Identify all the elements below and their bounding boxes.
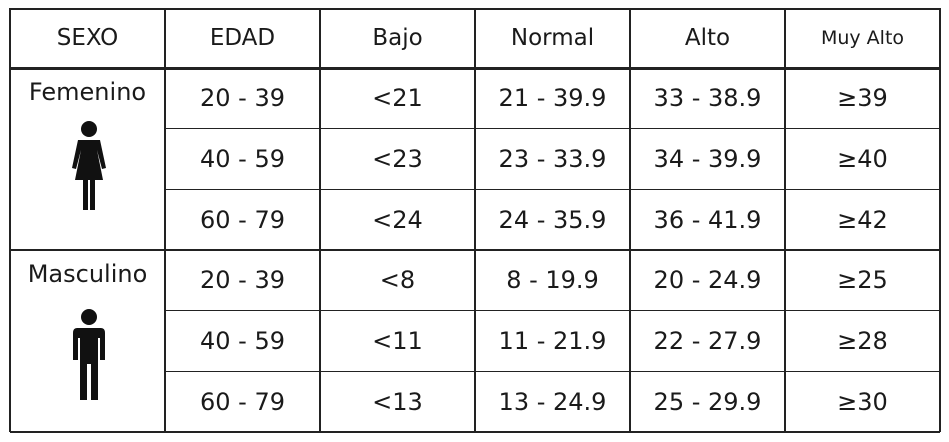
sexo-label: Femenino xyxy=(28,78,147,106)
grid-line xyxy=(10,431,940,434)
table-cell: 60 - 79 xyxy=(200,387,285,416)
table-cell: 21 - 39.9 xyxy=(498,84,607,113)
table-cell: <8 xyxy=(379,266,416,295)
header-cell: SEXO xyxy=(56,25,119,51)
table-cell: <23 xyxy=(372,145,423,174)
table-cell: 34 - 39.9 xyxy=(653,145,762,174)
table-cell: <13 xyxy=(372,387,423,416)
table-cell: 40 - 59 xyxy=(200,327,285,356)
table-cell: ≥39 xyxy=(837,84,888,113)
grid-line xyxy=(319,8,321,433)
grid-line xyxy=(164,8,166,433)
table-cell: ≥42 xyxy=(837,205,888,234)
table-cell: ≥30 xyxy=(837,387,888,416)
grid-line xyxy=(165,128,940,130)
header-cell: Bajo xyxy=(372,25,423,51)
grid-line xyxy=(784,8,786,433)
table-cell: 33 - 38.9 xyxy=(653,84,762,113)
male-icon xyxy=(73,309,105,400)
table-cell: <21 xyxy=(372,84,423,113)
table-cell: 40 - 59 xyxy=(200,145,285,174)
table-cell: <11 xyxy=(372,327,423,356)
table-cell: 25 - 29.9 xyxy=(653,387,762,416)
table-cell: 8 - 19.9 xyxy=(506,266,599,295)
grid-line xyxy=(629,8,631,433)
table-cell: 13 - 24.9 xyxy=(498,387,607,416)
table-cell: 36 - 41.9 xyxy=(653,205,762,234)
table-cell: ≥25 xyxy=(837,266,888,295)
table-cell: 23 - 33.9 xyxy=(498,145,607,174)
grid-line xyxy=(165,310,940,312)
grid-line xyxy=(165,371,940,372)
table-cell: 11 - 21.9 xyxy=(498,327,607,356)
grid-line xyxy=(474,8,476,433)
female-icon xyxy=(72,121,106,210)
header-cell: EDAD xyxy=(209,25,276,51)
table-cell: ≥28 xyxy=(837,327,888,356)
table-cell: <24 xyxy=(372,205,423,234)
table-cell: 60 - 79 xyxy=(200,205,285,234)
table-cell: 20 - 24.9 xyxy=(653,266,762,295)
header-cell: Alto xyxy=(684,25,731,51)
header-cell: Muy Alto xyxy=(820,27,905,49)
grid-line xyxy=(939,8,941,433)
table-cell: ≥40 xyxy=(837,145,888,174)
table-cell: 24 - 35.9 xyxy=(498,205,607,234)
table-cell: 22 - 27.9 xyxy=(653,327,762,356)
header-cell: Normal xyxy=(510,25,595,51)
grid-line xyxy=(9,8,11,433)
table-cell: 20 - 39 xyxy=(200,84,285,113)
grid-line xyxy=(165,188,940,190)
table-cell: 20 - 39 xyxy=(200,266,285,295)
sexo-label: Masculino xyxy=(27,260,148,289)
